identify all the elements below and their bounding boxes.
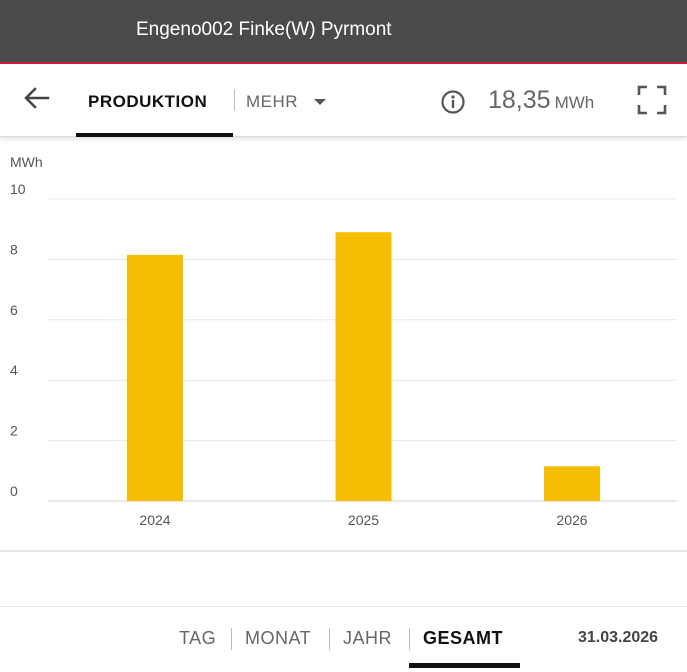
- y-tick-label: 10: [10, 181, 26, 197]
- back-button[interactable]: [22, 86, 50, 110]
- bar-2026: [544, 466, 600, 501]
- info-button[interactable]: [440, 89, 466, 115]
- tab-produktion[interactable]: PRODUKTION: [76, 64, 233, 137]
- bar-2024: [127, 254, 183, 501]
- period-divider: [231, 628, 232, 650]
- period-divider: [409, 628, 410, 650]
- tab-divider: [234, 89, 235, 111]
- x-tick-label: 2025: [348, 512, 379, 528]
- y-tick-label: 8: [10, 241, 18, 257]
- y-tick-label: 2: [10, 423, 18, 439]
- period-tab-jahr[interactable]: JAHR: [343, 628, 393, 648]
- title-bar: Engeno002 Finke(W) Pyrmont: [0, 0, 687, 62]
- bar-chart: MWh 0 2 4 6 8 10 2024 2025 2026: [10, 154, 677, 528]
- period-tab-monat[interactable]: MONAT: [245, 628, 312, 648]
- period-tab-gesamt[interactable]: GESAMT: [423, 628, 504, 648]
- x-tick-label: 2024: [139, 512, 170, 528]
- period-tab-tag[interactable]: TAG: [179, 628, 217, 648]
- active-tab-indicator: [76, 133, 233, 137]
- fullscreen-icon: [637, 85, 667, 115]
- caret-down-icon: [314, 99, 326, 105]
- chart-divider: [0, 550, 687, 552]
- y-tick-label: 6: [10, 302, 18, 318]
- y-axis-label: MWh: [10, 154, 43, 170]
- y-tick-label: 4: [10, 362, 18, 378]
- total-production: 18,35 MWh: [488, 86, 594, 115]
- tab-mehr-dropdown[interactable]: MEHR: [246, 64, 336, 137]
- fullscreen-button[interactable]: [636, 84, 668, 116]
- production-chart: MWh 0 2 4 6 8 10 2024 2025 2026: [0, 140, 687, 550]
- accent-divider: [0, 62, 687, 64]
- total-value: 18,35: [488, 86, 551, 114]
- y-tick-label: 0: [10, 483, 18, 499]
- total-unit: MWh: [554, 93, 595, 112]
- toolbar: PRODUKTION MEHR 18,35 MWh: [0, 64, 687, 137]
- info-icon: [441, 90, 465, 114]
- selected-date[interactable]: 31.03.2026: [578, 629, 659, 646]
- period-selector: TAG MONAT JAHR GESAMT 31.03.2026: [0, 606, 687, 672]
- arrow-left-icon: [24, 87, 50, 109]
- tab-produktion-label: PRODUKTION: [88, 92, 208, 111]
- x-tick-label: 2026: [556, 512, 587, 528]
- active-period-indicator: [409, 663, 520, 668]
- tab-mehr-label: MEHR: [246, 92, 299, 111]
- period-divider: [329, 628, 330, 650]
- page-title: Engeno002 Finke(W) Pyrmont: [136, 19, 392, 40]
- bar-2025: [335, 232, 392, 501]
